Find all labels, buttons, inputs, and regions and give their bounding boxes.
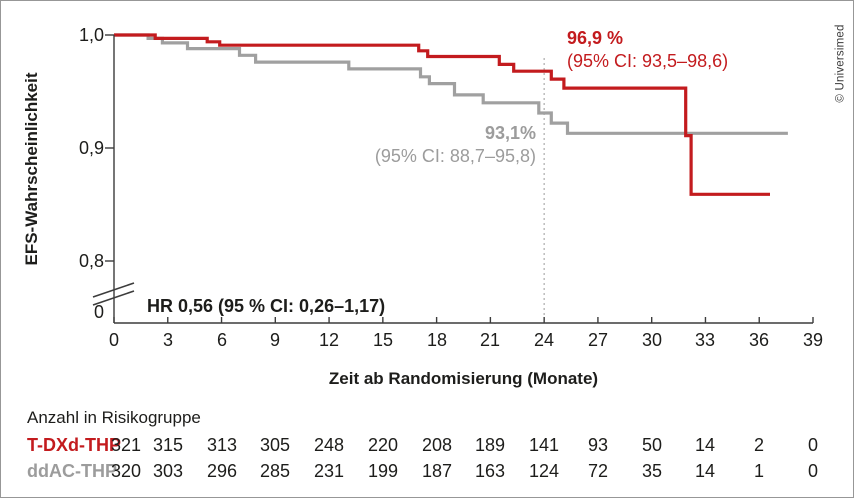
- risk-count: 303: [152, 461, 184, 481]
- risk-count: 231: [313, 461, 345, 481]
- curve-T-DXd-THP: [114, 33, 770, 196]
- risk-count: 187: [421, 461, 453, 481]
- risk-count: 248: [313, 435, 345, 455]
- x-tick-label: 24: [533, 330, 555, 350]
- survival-curves: [114, 33, 788, 196]
- risk-count: 208: [421, 435, 453, 455]
- risk-row-label-T-DXd-THP: T-DXd-THP: [27, 435, 121, 455]
- x-tick-label: 18: [426, 330, 448, 350]
- x-tick-label: 0: [108, 330, 119, 350]
- x-tick-label: 12: [318, 330, 340, 350]
- y-tick-label: 0,8: [78, 251, 104, 271]
- x-tick-label: 6: [216, 330, 227, 350]
- annotation-ddac: 93,1% (95% CI: 88,7–95,8): [336, 122, 536, 168]
- x-tick-label: 9: [269, 330, 280, 350]
- x-tick-label: 15: [372, 330, 394, 350]
- x-tick-label: 21: [479, 330, 501, 350]
- tdxd-rate-ci: (95% CI: 93,5–98,6): [567, 51, 729, 71]
- x-tick-label: 33: [694, 330, 716, 350]
- ddac-rate-value: 93,1%: [484, 123, 536, 143]
- risk-count: 0: [807, 461, 818, 481]
- y-tick-label: 1,0: [78, 25, 104, 45]
- curve-ddAC-THP: [114, 33, 788, 135]
- x-tick-label: 27: [587, 330, 609, 350]
- y-axis-title: EFS-Wahrscheinlichkeit: [22, 72, 41, 266]
- risk-table-header: Anzahl in Risikogruppe: [27, 408, 201, 427]
- risk-count: 163: [474, 461, 506, 481]
- risk-count: 141: [528, 435, 560, 455]
- risk-row-label-ddAC-THP: ddAC-THP: [27, 461, 117, 481]
- risk-count: 1: [753, 461, 764, 481]
- risk-count: 35: [641, 461, 663, 481]
- risk-count: 199: [367, 461, 399, 481]
- risk-count: 93: [587, 435, 609, 455]
- risk-count: 305: [259, 435, 291, 455]
- axes: [92, 35, 813, 324]
- annotation-tdxd: 96,9 % (95% CI: 93,5–98,6): [567, 27, 728, 73]
- risk-count: 124: [528, 461, 560, 481]
- x-tick-label: 30: [641, 330, 663, 350]
- ddac-rate-ci: (95% CI: 88,7–95,8): [374, 146, 536, 166]
- hazard-ratio-note: HR 0,56 (95 % CI: 0,26–1,17): [147, 296, 386, 316]
- risk-count: 285: [259, 461, 291, 481]
- axis-ticks: [105, 34, 814, 323]
- y-tick-label-zero: 0: [93, 302, 104, 322]
- x-tick-label: 39: [802, 330, 824, 350]
- risk-count: 320: [110, 461, 142, 481]
- risk-count: 14: [694, 461, 716, 481]
- risk-count: 315: [152, 435, 184, 455]
- copyright-credit: © Universimed: [834, 24, 847, 103]
- x-tick-label: 3: [162, 330, 173, 350]
- risk-count: 72: [587, 461, 609, 481]
- risk-count: 2: [753, 435, 764, 455]
- x-axis-title: Zeit ab Randomisierung (Monate): [328, 369, 599, 388]
- risk-count: 220: [367, 435, 399, 455]
- risk-count: 296: [206, 461, 238, 481]
- tdxd-rate-value: 96,9 %: [567, 28, 624, 48]
- axis-break-slash: [92, 290, 135, 306]
- x-tick-label: 36: [748, 330, 770, 350]
- risk-count: 313: [206, 435, 238, 455]
- risk-count: 14: [694, 435, 716, 455]
- axis-break-slash: [92, 282, 135, 298]
- risk-count: 50: [641, 435, 663, 455]
- y-tick-label: 0,9: [78, 138, 104, 158]
- risk-count: 0: [807, 435, 818, 455]
- risk-count: 321: [110, 435, 142, 455]
- risk-count: 189: [474, 435, 506, 455]
